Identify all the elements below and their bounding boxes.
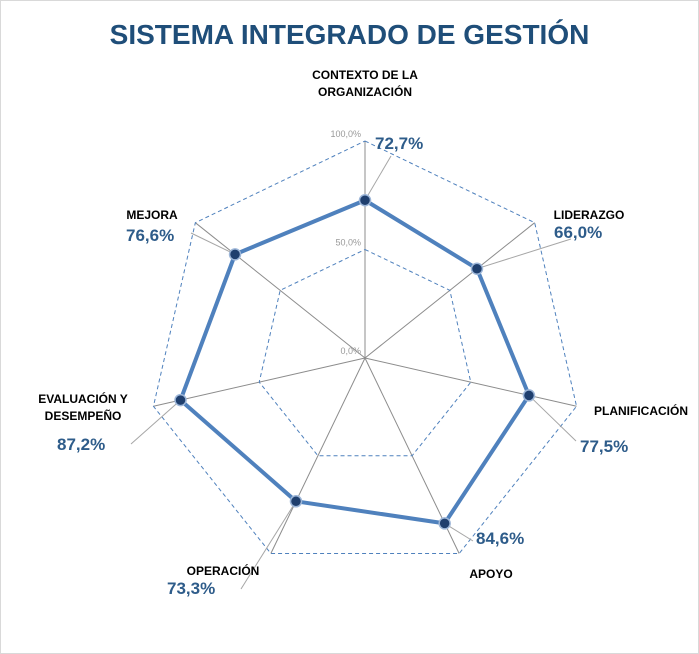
data-point (174, 393, 187, 407)
tick-label: 0,0% (340, 346, 361, 356)
category-label: OPERACIÓN (186, 564, 260, 578)
data-point (438, 517, 451, 530)
category-label: EVALUACIÓN Y DESEMPEÑO (38, 392, 128, 423)
leader-line (130, 399, 181, 445)
axis-line (195, 222, 366, 359)
data-label: 66,0% (554, 223, 603, 242)
data-label: 77,5% (580, 437, 629, 456)
leader-line (476, 238, 572, 270)
data-label: 84,6% (476, 529, 525, 548)
series-line (178, 198, 531, 526)
data-label: 72,7% (375, 134, 424, 153)
chart-title: SISTEMA INTEGRADO DE GESTIÓN (109, 19, 590, 50)
data-point (358, 193, 372, 207)
data-point (470, 262, 484, 275)
tick-label: 100,0% (330, 129, 361, 139)
category-label: PLANIFICACIÓN (594, 404, 688, 418)
category-label: MEJORA (126, 208, 178, 222)
leader-line (240, 501, 297, 590)
grid-ring (152, 140, 578, 555)
data-label: 73,3% (167, 579, 216, 598)
data-point (228, 248, 242, 261)
data-point (522, 389, 536, 402)
leader-line (190, 232, 236, 255)
category-label: LIDERAZGO (553, 208, 625, 222)
axis-line (364, 357, 577, 407)
data-label: 87,2% (57, 435, 106, 454)
leader-line (364, 155, 392, 201)
category-label: APOYO (469, 567, 513, 581)
tick-label: 50,0% (335, 238, 361, 248)
leader-line (528, 395, 577, 442)
axis-line (270, 357, 366, 554)
data-label: 76,6% (126, 226, 175, 245)
data-point (289, 495, 303, 508)
grid-ring (258, 248, 472, 457)
category-label: CONTEXTO DE LA ORGANIZACIÓN (312, 68, 418, 99)
